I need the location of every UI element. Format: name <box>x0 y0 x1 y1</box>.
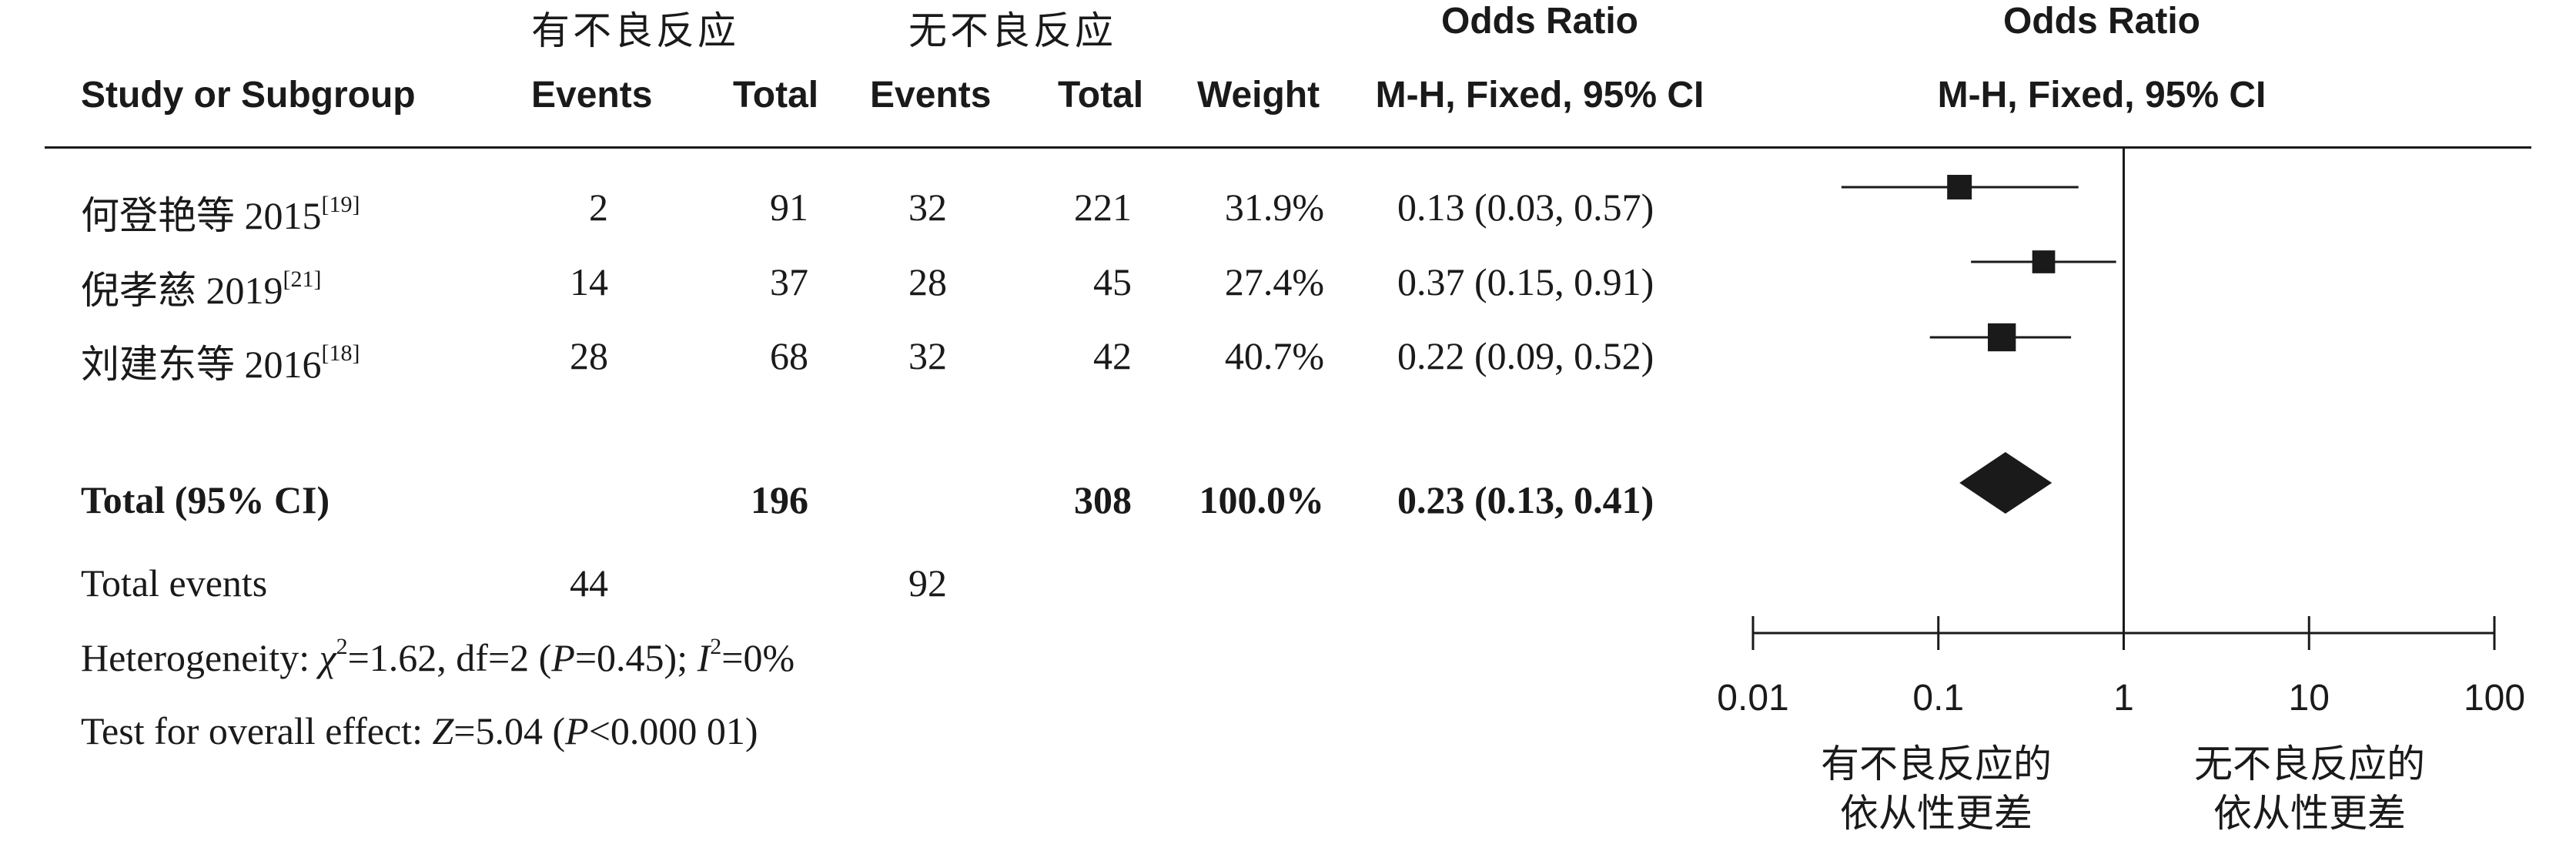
point-estimate-square <box>1947 175 1972 199</box>
total2-sum: 308 <box>1074 478 1132 521</box>
x-tick-label: 10 <box>2289 678 2330 719</box>
or-title-plot: Odds Ratio <box>2002 1 2200 42</box>
events1-value: 2 <box>589 186 608 229</box>
group2-header: 无不良反应 <box>908 9 1116 52</box>
favours-left-label: 有不良反应的 依从性更差 <box>1775 739 2098 838</box>
total1-value: 68 <box>770 334 808 377</box>
favours-right-line1: 无不良反应的 <box>2194 742 2425 786</box>
total2-value: 42 <box>1093 334 1132 377</box>
total2-header: Total <box>1058 75 1144 116</box>
total-weight: 100.0% <box>1199 478 1325 521</box>
total-events1: 44 <box>570 561 608 605</box>
x-tick-label: 0.01 <box>1717 678 1788 719</box>
events2-value: 32 <box>908 186 947 229</box>
favours-right-label: 无不良反应的 依从性更差 <box>2148 739 2471 838</box>
total1-header: Total <box>733 75 819 116</box>
total-events-label: Total events <box>81 561 268 605</box>
total1-value: 91 <box>770 186 808 229</box>
favours-right-line2: 依从性更差 <box>2213 792 2406 835</box>
point-estimate-square <box>1988 323 2016 352</box>
overall-effect-text: Test for overall effect: Z=5.04 (P<0.000… <box>81 709 758 752</box>
events1-header: Events <box>531 75 653 116</box>
or-method-plot: M-H, Fixed, 95% CI <box>1937 75 2267 116</box>
or-ci-value: 0.22 (0.09, 0.52) <box>1397 334 1654 377</box>
total2-value: 45 <box>1093 260 1132 303</box>
events2-value: 32 <box>908 334 947 377</box>
events2-header: Events <box>870 75 992 116</box>
group1-header: 有不良反应 <box>531 9 739 52</box>
study-name: 倪孝慈 2019[21] <box>81 266 322 313</box>
pooled-diamond <box>1959 452 2052 514</box>
total-label: Total (95% CI) <box>81 478 330 521</box>
point-estimate-square <box>2032 250 2056 273</box>
study-name: 何登艳等 2015[19] <box>81 192 360 238</box>
events2-value: 28 <box>908 260 947 303</box>
total1-sum: 196 <box>751 478 808 521</box>
weight-header: Weight <box>1197 75 1320 116</box>
weight-value: 40.7% <box>1224 334 1324 377</box>
total1-value: 37 <box>770 260 808 303</box>
heterogeneity-text: Heterogeneity: χ2=1.62, df=2 (P=0.45); I… <box>81 634 795 680</box>
study-column-header: Study or Subgroup <box>81 75 416 116</box>
study-name: 刘建东等 2016[18] <box>81 340 360 387</box>
header-rule <box>45 146 2531 149</box>
x-tick-label: 100 <box>2464 678 2525 719</box>
or-ci-value: 0.13 (0.03, 0.57) <box>1397 186 1654 229</box>
x-tick-label: 1 <box>2113 678 2134 719</box>
favours-left-line2: 依从性更差 <box>1840 792 2032 835</box>
total2-value: 221 <box>1074 186 1132 229</box>
or-ci-value: 0.37 (0.15, 0.91) <box>1397 260 1654 303</box>
total-events2: 92 <box>908 561 947 605</box>
total-or-ci: 0.23 (0.13, 0.41) <box>1397 478 1654 521</box>
events1-value: 14 <box>570 260 608 303</box>
events1-value: 28 <box>570 334 608 377</box>
x-tick-label: 0.1 <box>1912 678 1964 719</box>
weight-value: 31.9% <box>1224 186 1324 229</box>
or-title-table: Odds Ratio <box>1440 1 1638 42</box>
weight-value: 27.4% <box>1224 260 1324 303</box>
or-method-table: M-H, Fixed, 95% CI <box>1375 75 1705 116</box>
favours-left-line1: 有不良反应的 <box>1821 742 2052 786</box>
